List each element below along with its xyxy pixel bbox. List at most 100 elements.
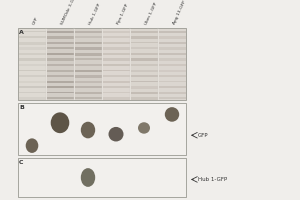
Bar bbox=[74, 53, 101, 56]
Text: Hub 1-GFP: Hub 1-GFP bbox=[88, 2, 101, 25]
Bar bbox=[46, 70, 74, 72]
Bar bbox=[18, 158, 186, 197]
Bar bbox=[74, 64, 101, 66]
Bar bbox=[74, 47, 101, 50]
Bar bbox=[74, 36, 101, 38]
Text: Hub 1-GFP: Hub 1-GFP bbox=[198, 177, 227, 182]
Bar bbox=[130, 47, 158, 49]
Bar bbox=[103, 31, 130, 33]
Bar bbox=[130, 70, 158, 72]
Ellipse shape bbox=[81, 122, 95, 138]
Bar bbox=[158, 42, 185, 44]
Bar bbox=[18, 28, 186, 100]
Bar bbox=[103, 64, 130, 66]
Bar bbox=[46, 47, 74, 49]
Bar bbox=[19, 42, 46, 45]
Bar bbox=[130, 28, 158, 99]
Bar bbox=[74, 28, 101, 99]
Bar bbox=[130, 64, 158, 66]
Bar bbox=[103, 97, 130, 100]
Bar bbox=[46, 75, 74, 77]
Bar bbox=[46, 81, 74, 83]
Ellipse shape bbox=[165, 107, 179, 122]
Bar bbox=[103, 75, 130, 77]
Bar bbox=[158, 92, 185, 94]
Text: A: A bbox=[19, 30, 24, 35]
Bar bbox=[19, 81, 46, 83]
Ellipse shape bbox=[109, 127, 124, 141]
Bar bbox=[19, 86, 46, 88]
Bar bbox=[19, 92, 46, 93]
Text: GFP: GFP bbox=[32, 16, 39, 25]
Bar bbox=[46, 31, 74, 33]
Bar bbox=[19, 31, 46, 32]
Bar bbox=[158, 31, 185, 33]
Bar bbox=[74, 86, 101, 88]
Bar bbox=[130, 36, 158, 39]
Bar bbox=[130, 53, 158, 55]
Bar bbox=[130, 97, 158, 100]
Bar bbox=[46, 58, 74, 61]
Bar bbox=[74, 31, 101, 33]
Bar bbox=[74, 58, 101, 60]
Bar bbox=[103, 47, 130, 50]
Bar bbox=[19, 28, 46, 99]
Bar bbox=[46, 42, 74, 44]
Bar bbox=[19, 53, 46, 55]
Bar bbox=[103, 86, 130, 88]
Bar bbox=[74, 42, 101, 44]
Bar bbox=[158, 86, 185, 88]
Bar bbox=[103, 58, 130, 61]
Bar bbox=[158, 36, 185, 39]
Text: SUMOde 3-GFP: SUMOde 3-GFP bbox=[60, 0, 78, 25]
Ellipse shape bbox=[51, 112, 69, 133]
Bar bbox=[46, 53, 74, 55]
Bar bbox=[103, 81, 130, 83]
Bar bbox=[74, 81, 101, 83]
Bar bbox=[46, 97, 74, 99]
Text: Ubm 1-GFP: Ubm 1-GFP bbox=[144, 1, 158, 25]
Bar bbox=[46, 28, 74, 99]
Bar bbox=[19, 58, 46, 61]
Bar bbox=[74, 75, 101, 78]
Bar bbox=[46, 92, 74, 93]
Bar bbox=[19, 75, 46, 77]
Bar bbox=[130, 81, 158, 82]
Bar bbox=[46, 64, 74, 66]
Text: Rps 1-GFP: Rps 1-GFP bbox=[116, 3, 129, 25]
Ellipse shape bbox=[26, 138, 38, 153]
Bar bbox=[74, 97, 101, 99]
Bar bbox=[19, 36, 46, 38]
Bar bbox=[158, 70, 185, 72]
Bar bbox=[19, 47, 46, 50]
Bar bbox=[158, 64, 185, 66]
Bar bbox=[74, 92, 101, 94]
Bar bbox=[130, 42, 158, 43]
Bar bbox=[19, 70, 46, 71]
Bar bbox=[130, 86, 158, 89]
Bar bbox=[18, 103, 186, 155]
Bar bbox=[130, 31, 158, 33]
Bar bbox=[19, 64, 46, 66]
Bar bbox=[103, 53, 130, 55]
Ellipse shape bbox=[81, 168, 95, 187]
Bar bbox=[74, 70, 101, 72]
Bar bbox=[103, 70, 130, 71]
Bar bbox=[158, 53, 185, 55]
Bar bbox=[158, 47, 185, 50]
Bar bbox=[130, 75, 158, 77]
Text: Apg 13-GFP: Apg 13-GFP bbox=[172, 0, 187, 25]
Bar bbox=[130, 58, 158, 61]
Text: B: B bbox=[19, 105, 24, 110]
Bar bbox=[158, 75, 185, 77]
Bar bbox=[158, 58, 185, 61]
Bar bbox=[103, 36, 130, 38]
Bar bbox=[158, 97, 185, 99]
Bar bbox=[130, 92, 158, 94]
Ellipse shape bbox=[138, 122, 150, 134]
Bar bbox=[158, 81, 185, 82]
Text: C: C bbox=[19, 160, 23, 165]
Bar bbox=[46, 36, 74, 39]
Bar bbox=[19, 97, 46, 100]
Text: GFP: GFP bbox=[198, 133, 208, 138]
